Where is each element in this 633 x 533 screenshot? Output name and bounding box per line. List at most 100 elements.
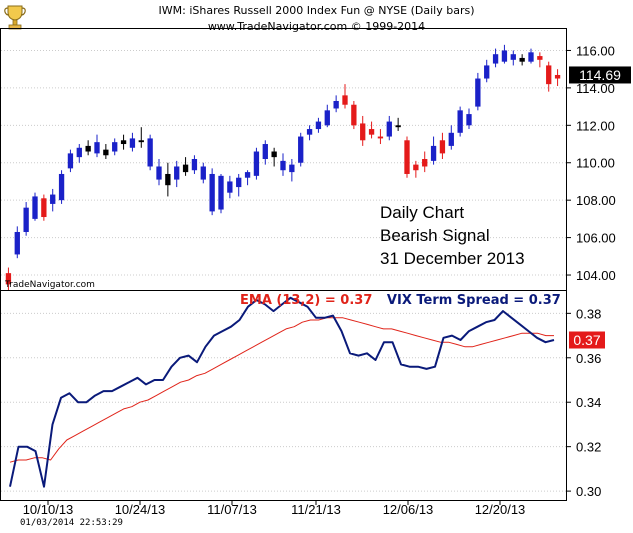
price-last-value-box — [569, 66, 631, 84]
candle — [23, 202, 29, 236]
candle-body — [510, 54, 516, 60]
candle-body — [537, 56, 543, 60]
candle — [129, 132, 136, 152]
candle — [182, 157, 189, 176]
vix-legend-label: VIX Term Spread = 0.37 — [386, 293, 561, 308]
candle — [253, 147, 260, 180]
candle-body — [236, 177, 242, 188]
indicator-gridlines — [1, 312, 566, 492]
candle-body — [271, 151, 277, 158]
candle-body — [466, 114, 472, 126]
candle — [466, 108, 472, 130]
candle — [430, 136, 437, 165]
candle-body — [165, 173, 171, 186]
price-last-value: 114.69 — [579, 67, 621, 83]
note-line-2: Bearish Signal — [380, 226, 490, 245]
candle-body — [244, 172, 251, 178]
candle-body — [546, 65, 552, 85]
indicator-last-value-badge: 0.37 — [569, 331, 605, 349]
date-axis: 10/10/13 10/24/13 11/07/13 11/21/13 12/06/13… — [23, 500, 526, 517]
candle — [138, 127, 144, 148]
candle — [156, 159, 162, 186]
candle-body — [554, 74, 561, 79]
candle — [209, 168, 215, 216]
candle — [528, 48, 534, 64]
candle-body — [120, 140, 127, 145]
date-tick-label: 12/06/13 — [383, 502, 434, 517]
price-tick-label: 114.00 — [576, 81, 615, 96]
candle — [351, 100, 357, 130]
candle-body — [129, 138, 136, 148]
candle — [342, 84, 348, 109]
candle-body — [528, 52, 534, 62]
indicator-tick-label: 0.30 — [576, 484, 601, 499]
price-tick-label: 106.00 — [576, 231, 616, 246]
candle-body — [67, 153, 74, 169]
candle-body — [404, 140, 410, 174]
candle — [333, 95, 339, 113]
candle — [368, 121, 375, 139]
candle — [360, 115, 366, 146]
candle-body — [138, 140, 144, 143]
candle-body — [342, 95, 348, 105]
candle-body — [413, 164, 419, 171]
candle-body — [191, 159, 198, 171]
candle — [112, 138, 118, 156]
note-line-1: Daily Chart — [380, 203, 465, 222]
ema-legend-label: EMA (13,2) = 0.37 — [240, 293, 373, 308]
indicator-tick-label: 0.32 — [576, 440, 601, 455]
chart-title: IWM: iShares Russell 2000 Index Fun @ NY… — [158, 4, 475, 17]
candle-body — [501, 50, 508, 62]
candle — [14, 226, 20, 259]
candle-body — [209, 173, 215, 212]
candle — [298, 132, 304, 167]
candle — [85, 140, 91, 156]
candle — [244, 170, 251, 186]
candle — [227, 175, 233, 199]
candle — [67, 149, 74, 173]
candle — [510, 50, 516, 66]
candle — [501, 44, 508, 64]
candle — [448, 125, 454, 150]
note-line-3: 31 December 2013 — [380, 249, 525, 268]
ema-line — [9, 317, 554, 463]
candle — [413, 160, 419, 178]
price-axis: 104.00 106.00 108.00 110.00 112.00 114.00 116.… — [566, 43, 616, 283]
candle-body — [156, 166, 162, 180]
candle-body — [351, 104, 357, 126]
candle-body — [298, 136, 304, 163]
indicator-tick-label: 0.38 — [576, 306, 601, 321]
candle-body — [94, 142, 100, 154]
candle-body — [360, 123, 366, 141]
candle — [289, 159, 295, 182]
candle — [191, 155, 198, 174]
tradenavigator-watermark: TradeNavigator.com — [5, 280, 95, 290]
candle-body — [200, 166, 206, 180]
candle — [324, 104, 330, 128]
candle-body — [218, 175, 224, 210]
date-tick-label: 12/20/13 — [475, 502, 526, 517]
candle-body — [484, 65, 490, 79]
candle — [315, 117, 322, 133]
candle-body — [112, 142, 118, 152]
indicator-axis: 0.30 0.32 0.34 0.36 0.38 — [566, 306, 601, 499]
candle — [554, 69, 561, 87]
candle-body — [368, 129, 375, 135]
indicator-last-value: 0.37 — [573, 332, 600, 348]
indicator-last-value-box — [569, 331, 605, 349]
candle-body — [492, 54, 499, 64]
candlestick-series — [5, 44, 561, 290]
candle-body — [103, 149, 109, 156]
candle-body — [14, 231, 20, 255]
candle-body — [58, 173, 65, 201]
candle-body — [333, 100, 339, 109]
candle-body — [5, 273, 12, 285]
vix-term-spread-line — [9, 296, 555, 488]
candle — [457, 106, 463, 137]
candle-body — [457, 110, 463, 133]
candle — [386, 115, 392, 141]
candle-body — [386, 121, 392, 137]
price-tick-label: 108.00 — [576, 193, 616, 208]
candle — [5, 267, 12, 290]
